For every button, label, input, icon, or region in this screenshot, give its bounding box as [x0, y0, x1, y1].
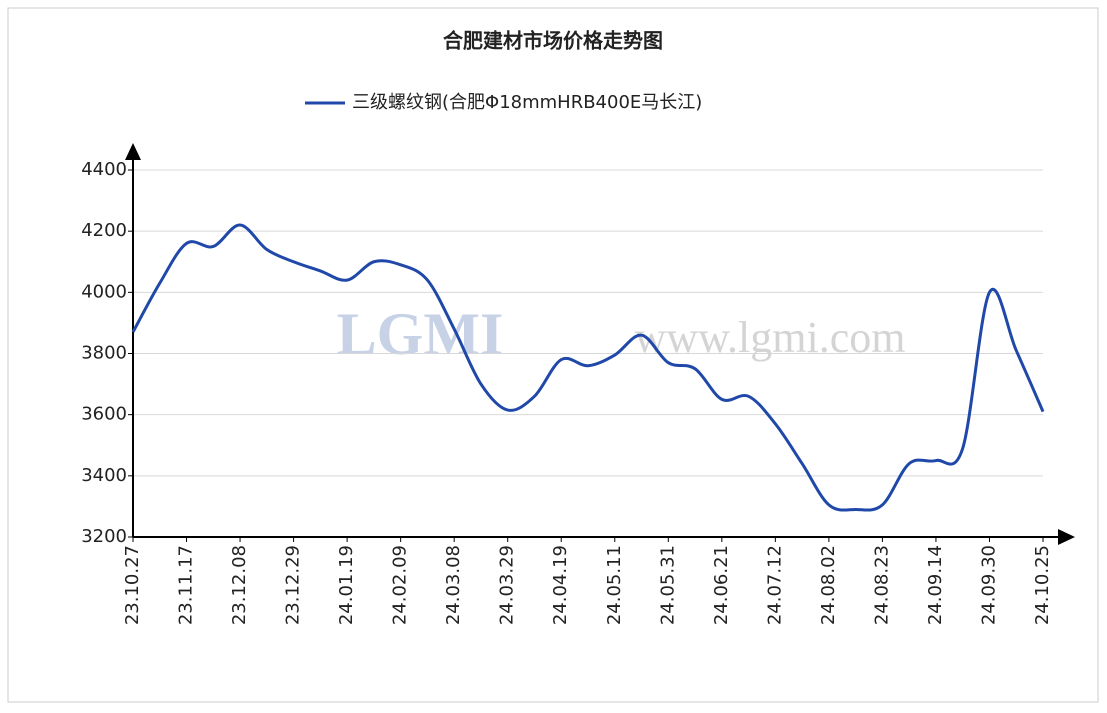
x-tick-label: 23.12.08: [229, 545, 250, 625]
frame: [7, 7, 1099, 703]
x-tick-label: 23.11.17: [176, 545, 197, 625]
x-tick-label: 24.09.14: [925, 545, 946, 625]
watermark-logo: LGMI: [337, 301, 504, 367]
y-tick-label: 3400: [81, 465, 127, 486]
y-arrow: [125, 143, 141, 160]
chart-title: 合肥建材市场价格走势图: [443, 29, 663, 53]
y-tick-label: 3600: [81, 404, 127, 425]
x-tick-label: 24.04.19: [550, 545, 571, 625]
y-tick-label: 3200: [81, 526, 127, 547]
x-tick-label: 24.10.25: [1032, 545, 1053, 625]
x-tick-label: 24.08.02: [818, 545, 839, 625]
x-tick-label: 24.07.12: [764, 545, 785, 625]
x-tick-label: 23.12.29: [283, 545, 304, 625]
x-tick-label: 24.09.30: [978, 545, 999, 625]
y-tick-label: 4000: [81, 281, 127, 302]
legend-label: 三级螺纹钢(合肥Φ18mmHRB400E马长江): [352, 92, 702, 113]
x-tick-label: 24.05.31: [657, 545, 678, 625]
x-tick-label: 24.01.19: [336, 545, 357, 625]
x-tick-label: 24.06.21: [711, 545, 732, 625]
watermark-url: www.lgmi.com: [635, 313, 906, 362]
y-tick-label: 4200: [81, 220, 127, 241]
y-tick-label: 4400: [81, 159, 127, 180]
x-tick-label: 24.03.08: [443, 545, 464, 625]
x-arrow: [1058, 529, 1075, 545]
line: [131, 223, 1045, 512]
x-tick-label: 24.02.09: [390, 545, 411, 625]
y-tick-label: 3800: [81, 343, 127, 364]
x-tick-label: 24.05.11: [604, 545, 625, 625]
x-tick-label: 24.08.23: [871, 545, 892, 625]
x-tick-label: 24.03.29: [497, 545, 518, 625]
x-tick-label: 23.10.27: [122, 545, 143, 625]
